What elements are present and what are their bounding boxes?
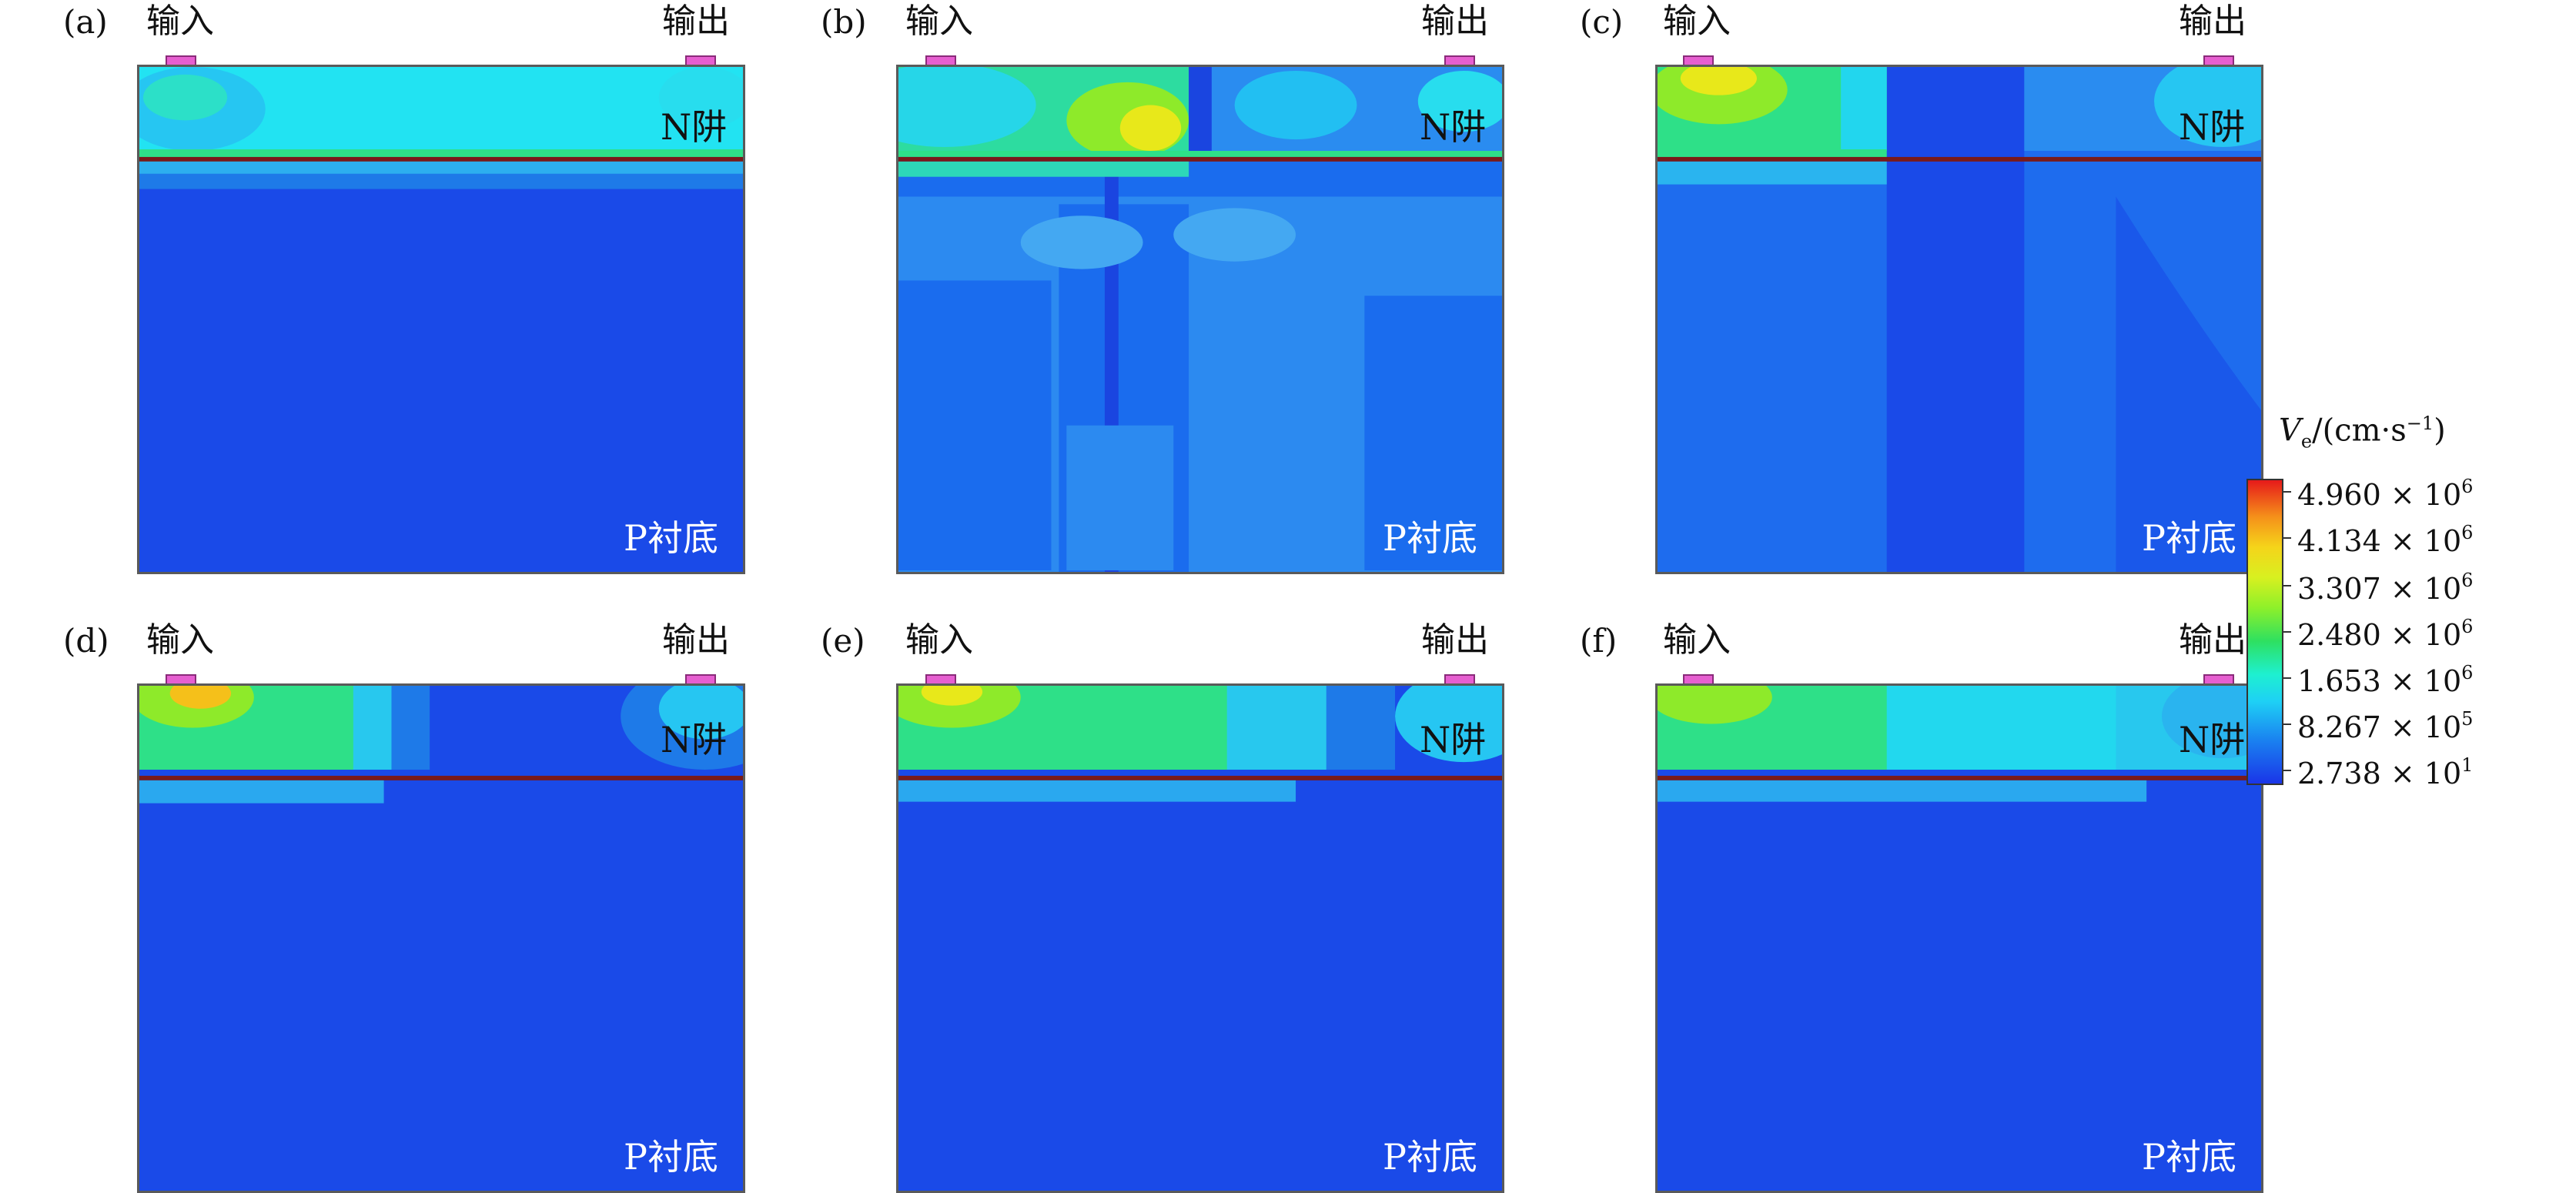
colorbar-label-exp: 6	[2461, 476, 2474, 497]
panel-b-input-label: 输入	[905, 2, 973, 41]
panel-f-output-label: 输出	[2179, 620, 2246, 660]
colorbar-label-exp: 1	[2461, 754, 2474, 776]
panel-f-input-label: 输入	[1663, 620, 1731, 660]
colorbar-label-exp: 6	[2461, 522, 2474, 543]
panel-a-letter: (a)	[63, 3, 108, 41]
panel-b-substrate-label: P衬底	[1383, 517, 1477, 559]
panel-c-input-label: 输入	[1663, 2, 1731, 41]
panel-e-input-label: 输入	[905, 620, 973, 660]
panel-f-nwell-label: N阱	[2179, 719, 2246, 760]
panel-d-substrate-label: P衬底	[624, 1136, 718, 1178]
panel-c-letter: (c)	[1580, 3, 1624, 41]
colorbar-label: 1.653 × 106	[2297, 662, 2473, 698]
panel-a-nwell-label: N阱	[661, 106, 728, 148]
panel-d-nwell-label: N阱	[661, 719, 728, 760]
panel-b-output-label: 输出	[1421, 2, 1489, 41]
colorbar-tick	[2283, 723, 2291, 725]
colorbar-tick	[2283, 537, 2291, 539]
panel-c-output-label: 输出	[2179, 2, 2246, 41]
panel-a-plot	[137, 65, 745, 574]
colorbar-tick	[2283, 585, 2291, 586]
colorbar-title-close: )	[2434, 413, 2446, 449]
panel-e-output-label: 输出	[1421, 620, 1489, 660]
colorbar-label-mantissa: 2.480 × 10	[2297, 618, 2462, 652]
panel-e-letter: (e)	[821, 622, 865, 660]
panel-e-substrate-label: P衬底	[1383, 1136, 1477, 1178]
colorbar-tick	[2283, 770, 2291, 771]
panel-d-input-label: 输入	[146, 620, 214, 660]
colorbar-title-exp: −1	[2406, 413, 2434, 434]
colorbar-label-exp: 5	[2461, 708, 2474, 730]
panel-c-substrate-label: P衬底	[2142, 517, 2236, 559]
colorbar-tick	[2283, 491, 2291, 493]
colorbar-label: 2.738 × 101	[2297, 754, 2473, 790]
colorbar-label-mantissa: 4.134 × 10	[2297, 524, 2462, 558]
colorbar-title-rest: /(cm·s	[2312, 413, 2407, 449]
colorbar-title: Ve/(cm·s−1)	[2279, 413, 2446, 452]
panel-d-letter: (d)	[63, 622, 109, 660]
panel-e-nwell-label: N阱	[1420, 719, 1487, 760]
colorbar-tick	[2283, 677, 2291, 679]
colorbar-tick	[2283, 631, 2291, 633]
colorbar-label-exp: 6	[2461, 570, 2474, 591]
panel-e-plot	[896, 683, 1504, 1193]
colorbar-label: 4.134 × 106	[2297, 522, 2473, 558]
colorbar	[2246, 479, 2283, 785]
colorbar-label-mantissa: 3.307 × 10	[2297, 572, 2462, 606]
colorbar-label: 3.307 × 106	[2297, 570, 2473, 606]
panel-a-output-label: 输出	[662, 2, 730, 41]
panel-d-output-label: 输出	[662, 620, 730, 660]
colorbar-title-sub: e	[2300, 430, 2313, 453]
colorbar-label-mantissa: 1.653 × 10	[2297, 664, 2462, 698]
panel-a-input-label: 输入	[146, 2, 214, 41]
colorbar-label-exp: 6	[2461, 616, 2474, 637]
panel-f-plot	[1655, 683, 2263, 1193]
panel-b-letter: (b)	[821, 3, 867, 41]
panel-b-nwell-label: N阱	[1420, 106, 1487, 148]
colorbar-label-mantissa: 4.960 × 10	[2297, 478, 2462, 512]
colorbar-label: 2.480 × 106	[2297, 616, 2473, 652]
panel-a-substrate-label: P衬底	[624, 517, 718, 559]
panel-f-letter: (f)	[1580, 622, 1618, 660]
panel-d-plot	[137, 683, 745, 1193]
colorbar-title-var: V	[2279, 413, 2301, 449]
panel-b-plot	[896, 65, 1504, 574]
colorbar-label-mantissa: 8.267 × 10	[2297, 710, 2462, 744]
colorbar-label: 4.960 × 106	[2297, 476, 2473, 512]
panel-c-nwell-label: N阱	[2179, 106, 2246, 148]
colorbar-label-mantissa: 2.738 × 10	[2297, 757, 2462, 790]
panel-f-substrate-label: P衬底	[2142, 1136, 2236, 1178]
colorbar-label: 8.267 × 105	[2297, 708, 2473, 744]
panel-c-plot	[1655, 65, 2263, 574]
colorbar-label-exp: 6	[2461, 662, 2474, 683]
